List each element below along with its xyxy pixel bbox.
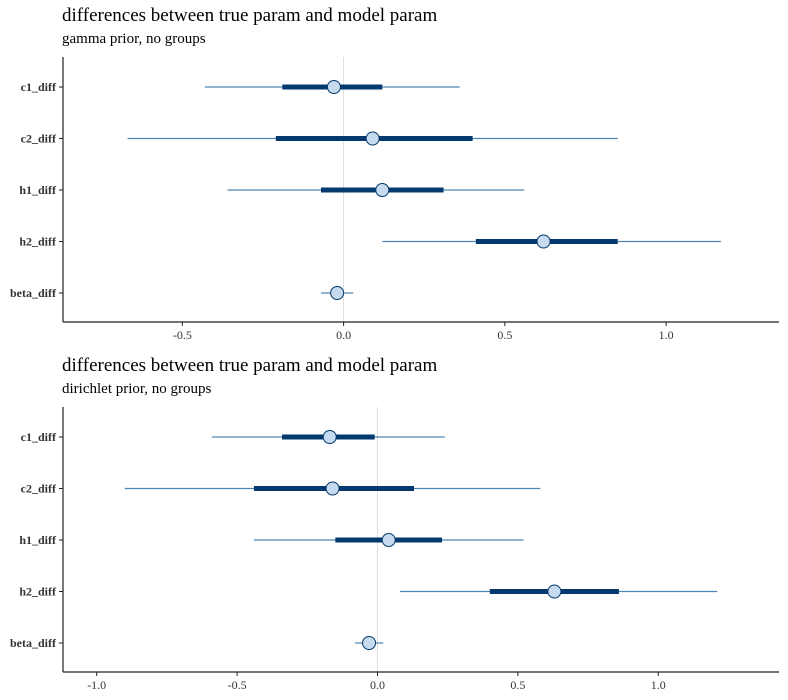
y-tick-label: h1_diff xyxy=(19,533,57,547)
y-tick-label: c2_diff xyxy=(21,132,57,146)
chart-panel-dirichlet: differences between true param and model… xyxy=(0,350,788,700)
point-estimate xyxy=(362,636,377,650)
x-tick-label: 1.0 xyxy=(659,328,674,342)
chart-subtitle: dirichlet prior, no groups xyxy=(62,381,212,397)
x-tick-label: 0.0 xyxy=(336,328,351,342)
x-tick-label: 1.0 xyxy=(651,678,666,692)
x-tick-label: 0.0 xyxy=(370,678,385,692)
y-tick-label: c1_diff xyxy=(21,430,57,444)
y-tick-label: h2_diff xyxy=(19,585,57,599)
y-tick-label: beta_diff xyxy=(10,636,57,650)
point-estimate xyxy=(322,430,337,444)
y-tick-label: c2_diff xyxy=(21,482,57,496)
x-tick-label: 0.5 xyxy=(510,678,525,692)
point-estimate xyxy=(381,533,396,547)
x-tick-label: -1.0 xyxy=(87,678,106,692)
y-tick-label: beta_diff xyxy=(10,286,57,300)
chart-panel-gamma: differences between true param and model… xyxy=(10,5,779,342)
point-estimate xyxy=(326,80,341,94)
x-tick-label: 0.5 xyxy=(497,328,512,342)
chart-title: differences between true param and model… xyxy=(62,5,438,26)
y-tick-label: h1_diff xyxy=(19,183,57,197)
point-estimate xyxy=(365,131,380,146)
point-estimate xyxy=(325,481,340,496)
point-estimate xyxy=(330,286,345,300)
x-tick-label: -0.5 xyxy=(173,328,192,342)
chart-subtitle: gamma prior, no groups xyxy=(62,31,206,47)
interval-plot-dirichlet: -1.0 -0.5 0.0 0.5 1.0 c1_diff c2_diff h1_diff h2… xyxy=(10,407,779,692)
point-estimate xyxy=(547,584,562,599)
y-tick-label: c1_diff xyxy=(21,80,57,94)
y-tick-label: h2_diff xyxy=(19,235,57,249)
chart-title: differences between true param and model… xyxy=(62,355,438,376)
interval-plot-gamma: -0.5 0.0 0.5 1.0 c1_diff c2_diff h1_diff h2_dif… xyxy=(10,57,779,342)
x-tick-label: -0.5 xyxy=(228,678,247,692)
point-estimate xyxy=(536,234,551,249)
point-estimate xyxy=(375,183,390,197)
